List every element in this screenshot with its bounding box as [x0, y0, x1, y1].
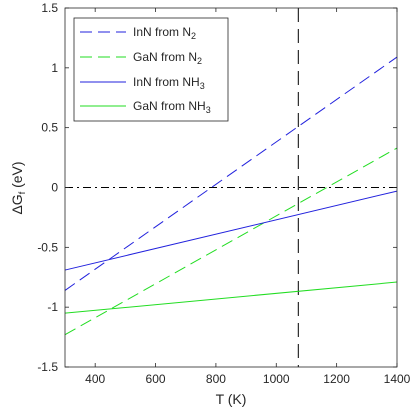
legend-entry-2: InN from NH3 [133, 75, 205, 91]
y-tick-label: -1 [47, 300, 58, 314]
x-tick-label: 800 [206, 372, 226, 386]
tick-layer: 400 600 800 1000 1200 1400 -1.5 -1 -0.5 0 0.5 1 1.5 [37, 1, 410, 386]
y-tick-label: -0.5 [37, 240, 58, 254]
legend-box [73, 17, 229, 122]
x-tick-label: 1200 [323, 372, 350, 386]
series-line-3 [64, 281, 398, 314]
legend: InN from N2 GaN from N2 InN from NH3 GaN… [73, 17, 229, 122]
y-tick-label: -1.5 [37, 360, 58, 374]
legend-entry-1: GaN from N2 [133, 50, 202, 66]
reference-lines [65, 8, 397, 367]
series-line-2 [64, 190, 398, 271]
y-tick-label: 0 [51, 181, 58, 195]
y-axis-label: ΔGf (eV) [9, 161, 27, 214]
legend-entry-3: GaN from NH3 [133, 99, 211, 115]
y-tick-label: 1.5 [41, 1, 58, 15]
legend-entry-0: InN from N2 [133, 25, 196, 41]
x-tick-label: 600 [146, 372, 166, 386]
x-tick-label: 1000 [263, 372, 290, 386]
y-tick-label: 1 [51, 61, 58, 75]
y-tick-label: 0.5 [41, 121, 58, 135]
x-tick-label: 400 [85, 372, 105, 386]
series-line-1 [64, 147, 398, 336]
x-tick-label: 1400 [384, 372, 411, 386]
x-axis-label: T (K) [216, 391, 247, 407]
series-layer [64, 56, 398, 336]
series-line-0 [64, 56, 398, 291]
